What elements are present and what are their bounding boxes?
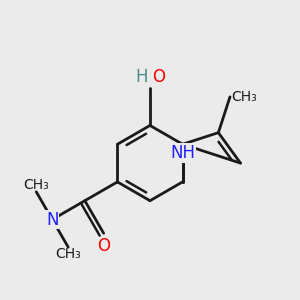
Text: H: H bbox=[136, 68, 148, 86]
Text: CH₃: CH₃ bbox=[232, 90, 257, 104]
Text: O: O bbox=[152, 68, 165, 86]
Text: O: O bbox=[97, 237, 110, 255]
Text: NH: NH bbox=[170, 144, 195, 162]
Text: N: N bbox=[46, 211, 58, 229]
Text: CH₃: CH₃ bbox=[56, 247, 81, 261]
Text: CH₃: CH₃ bbox=[23, 178, 49, 192]
